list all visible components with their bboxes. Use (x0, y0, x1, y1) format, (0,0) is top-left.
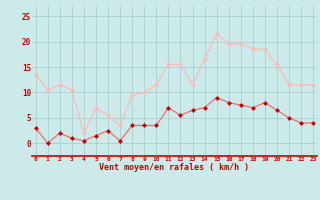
X-axis label: Vent moyen/en rafales ( km/h ): Vent moyen/en rafales ( km/h ) (100, 163, 249, 172)
